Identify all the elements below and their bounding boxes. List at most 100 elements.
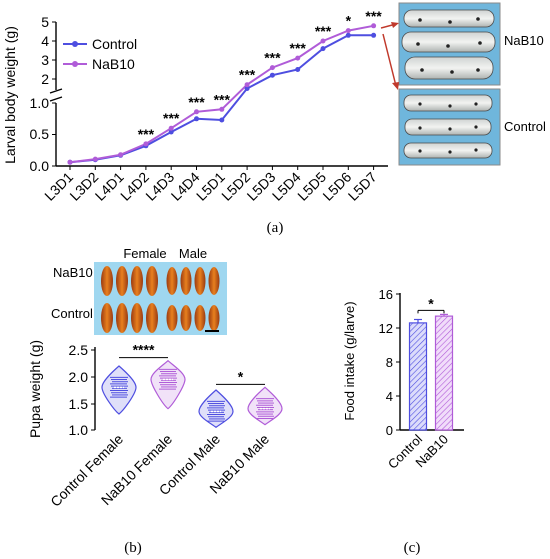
y-tick-label: 3 — [41, 52, 49, 68]
y-tick-label: 0.5 — [30, 126, 50, 142]
y-axis-title: Food intake (g/larve) — [342, 301, 357, 420]
significance-label: *** — [264, 50, 281, 66]
significance-label: *** — [214, 91, 231, 107]
y-tick-label: 0.0 — [30, 158, 50, 174]
legend-marker-control — [72, 41, 78, 47]
panel-c-bar-chart: 16 12 8 4 0 Food intake (g/larve) Contro… — [342, 287, 464, 556]
point-nab10 — [320, 38, 326, 44]
red-arrows — [380, 22, 399, 90]
x-tick-label: L5D5 — [294, 169, 329, 204]
y-tick-label: 2.5 — [69, 342, 89, 358]
y-tick-label: 4 — [41, 33, 49, 49]
significance-label: *** — [163, 110, 180, 126]
x-tick-label: L5D4 — [269, 169, 304, 204]
series-points — [67, 23, 377, 165]
significance-marks: * — [417, 295, 445, 314]
legend-label-control: Control — [92, 36, 137, 52]
y-axis-title: Pupa weight (g) — [27, 340, 43, 438]
photo-row-label-nab10: NaB10 — [53, 265, 93, 280]
violin — [247, 386, 283, 426]
caption-a: (a) — [267, 220, 284, 236]
significance-label: *** — [239, 67, 256, 83]
larvae-photo-nab10 — [398, 2, 501, 86]
y-tick-label: 12 — [379, 321, 393, 336]
point-nab10 — [244, 82, 250, 88]
significance-label: *** — [365, 8, 382, 24]
point-nab10 — [168, 125, 174, 131]
point-control — [219, 117, 225, 123]
point-nab10 — [67, 159, 73, 165]
x-tick-label: L4D2 — [117, 169, 152, 204]
photo-col-label-female: Female — [123, 246, 166, 261]
y-ticks: 2.5 2.0 1.5 1.0 — [69, 342, 95, 438]
x-tick-label: L3D2 — [66, 169, 101, 204]
significance-marks: ***** — [119, 342, 265, 385]
x-tick-label: L4D1 — [92, 169, 127, 204]
point-control — [295, 67, 301, 72]
bars — [408, 313, 454, 431]
significance-marks: ********* **************** *** — [138, 8, 383, 142]
y-tick-label: 1.0 — [30, 95, 50, 111]
y-tick-label: 4 — [386, 389, 393, 404]
point-nab10 — [371, 23, 377, 29]
axis-break-mark — [49, 88, 63, 94]
photo-col-label-male: Male — [179, 246, 207, 261]
significance-label: * — [238, 368, 244, 384]
photo-row-label-control: Control — [51, 306, 93, 321]
point-nab10 — [143, 141, 149, 147]
y-tick-label: 2.0 — [69, 369, 89, 385]
legend: Control NaB10 — [63, 36, 137, 72]
x-tick-label: L5D3 — [244, 169, 279, 204]
significance-label: * — [428, 295, 434, 311]
point-control — [345, 32, 351, 38]
photo-label-control: Control — [504, 119, 546, 134]
point-control — [320, 46, 326, 52]
x-tick-label: L5D1 — [193, 169, 228, 204]
y-tick-label: 5 — [41, 14, 49, 30]
y-ticks-lower: 1.0 0.5 0.0 — [30, 95, 56, 174]
significance-label: *** — [315, 23, 332, 39]
point-control — [371, 32, 377, 38]
x-tick-label: L5D6 — [319, 169, 354, 204]
significance-label: **** — [133, 342, 155, 358]
point-nab10 — [295, 55, 301, 61]
y-tick-label: 2 — [41, 71, 49, 87]
panel-b: Female Male NaB10 Control — [27, 246, 283, 556]
y-tick-label: 16 — [379, 287, 393, 302]
point-control — [194, 116, 199, 122]
photo-label-nab10: NaB10 — [504, 33, 544, 48]
point-nab10 — [269, 65, 275, 71]
y-tick-label: 0 — [386, 423, 393, 438]
point-control — [244, 86, 250, 91]
y-tick-label: 1.5 — [69, 396, 89, 412]
significance-label: *** — [188, 94, 205, 110]
caption-b: (b) — [124, 540, 142, 556]
x-tick-label: L5D7 — [345, 169, 380, 204]
point-nab10 — [219, 106, 225, 112]
pupae-photo — [94, 262, 227, 335]
x-tick-label: L4D3 — [142, 169, 177, 204]
y-tick-label: 1.0 — [69, 422, 89, 438]
violins — [101, 359, 283, 429]
y-tick-label: 8 — [386, 355, 393, 370]
point-control — [168, 129, 174, 135]
y-axis-title: Larval body weight (g) — [2, 26, 18, 164]
point-control — [269, 72, 275, 78]
larvae-photo-control — [398, 88, 501, 166]
x-tick-label: L4D4 — [168, 169, 203, 204]
significance-label: *** — [138, 126, 155, 142]
legend-label-nab10: NaB10 — [92, 56, 135, 72]
legend-marker-nab10 — [72, 61, 78, 67]
violin — [198, 389, 234, 429]
point-nab10 — [92, 156, 98, 162]
x-tick-label: L5D2 — [218, 169, 253, 204]
x-tick-labels: L3D1L3D2L4D1L4D2L4D3L4D4L5D1L5D2L5D3L5D4… — [41, 166, 380, 204]
caption-c: (c) — [404, 540, 421, 556]
bar-nab10 — [434, 315, 454, 431]
bar-control — [408, 322, 428, 431]
significance-label: *** — [290, 40, 307, 56]
point-nab10 — [345, 28, 351, 34]
